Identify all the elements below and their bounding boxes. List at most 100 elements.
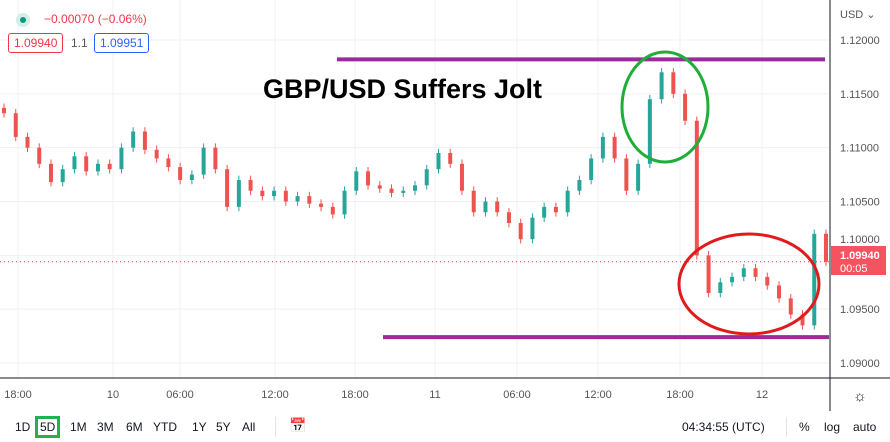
range-3m[interactable]: 3M — [97, 420, 114, 434]
candle-body — [413, 185, 417, 191]
last-price-value: 1.09940 — [840, 250, 880, 262]
candle-body — [706, 255, 711, 294]
candle-body — [95, 163, 100, 172]
y-tick-label: 1.09000 — [840, 358, 880, 370]
candle-body — [260, 190, 265, 197]
candle-body — [131, 131, 136, 148]
candle-body — [307, 196, 312, 204]
candle-body — [119, 147, 124, 170]
candle-body — [589, 158, 594, 180]
candle-body — [319, 203, 324, 207]
candle-body — [600, 136, 605, 159]
auto-toggle[interactable]: auto — [853, 420, 877, 434]
candle-body — [788, 298, 793, 315]
x-tick-label: 18:00 — [4, 389, 32, 401]
candle-body — [236, 179, 241, 207]
candle-body — [366, 171, 371, 186]
candle-body — [471, 190, 476, 213]
candle-body — [283, 190, 288, 202]
candle-body — [800, 314, 805, 326]
candle-body — [13, 113, 18, 137]
price-chart[interactable]: 1.12000 1.11500 1.11000 1.10500 1.10000 1.095… — [0, 0, 890, 411]
candle-body — [694, 120, 699, 256]
divider — [275, 417, 276, 437]
y-tick-label: 1.09500 — [840, 304, 880, 316]
candle-body — [154, 149, 159, 159]
candle-body — [436, 153, 441, 170]
candle-body — [72, 156, 77, 170]
x-tick-label: 06:00 — [503, 389, 531, 401]
settings-gear-icon[interactable]: ☼ — [853, 388, 867, 405]
bar-countdown: 00:05 — [840, 263, 868, 275]
candle-body — [636, 163, 641, 191]
range-1y[interactable]: 1Y — [192, 420, 207, 434]
x-tick-label: 06:00 — [166, 389, 194, 401]
candle-body — [213, 147, 218, 170]
candle-body — [2, 107, 6, 114]
candle-body — [518, 223, 523, 240]
candle-body — [37, 147, 42, 164]
candle-body — [330, 206, 335, 215]
candle-body — [565, 190, 570, 213]
range-5y[interactable]: 5Y — [216, 420, 231, 434]
candle-body — [272, 190, 277, 197]
range-1m[interactable]: 1M — [70, 420, 87, 434]
candle-body — [577, 179, 582, 191]
candle-body — [389, 188, 394, 193]
candle-body — [248, 179, 253, 191]
x-tick-label: 11 — [429, 389, 440, 401]
candle-body — [142, 131, 147, 150]
range-5d[interactable]: 5D — [35, 416, 61, 438]
range-6m[interactable]: 6M — [126, 420, 143, 434]
buy-price-button[interactable]: 1.09951 — [94, 33, 150, 53]
range-1d[interactable]: 1D — [15, 420, 31, 434]
y-tick-label: 1.11500 — [840, 89, 879, 101]
candle-body — [424, 169, 429, 186]
drop-highlight-circle — [677, 232, 821, 336]
range-all[interactable]: All — [242, 420, 256, 434]
x-tick-label: 10 — [107, 389, 119, 401]
sell-price-button[interactable]: 1.09940 — [8, 33, 64, 53]
candle-body — [201, 147, 206, 175]
candle-body — [718, 282, 723, 294]
divider — [786, 417, 787, 437]
market-status-icon — [16, 13, 30, 27]
bottom-toolbar: 1D 5D 1M 3M 6M YTD 1Y 5Y All 📅 04:34:55 … — [0, 411, 890, 442]
x-tick-label: 12 — [756, 389, 768, 401]
candle-body — [542, 206, 547, 218]
candle-body — [671, 72, 676, 94]
candle-body — [765, 276, 770, 286]
y-tick-label: 1.10000 — [840, 234, 880, 246]
candle-body — [377, 185, 382, 189]
candle-body — [612, 136, 617, 159]
go-to-date-icon[interactable]: 📅 — [289, 417, 307, 433]
y-tick-label: 1.11000 — [840, 143, 879, 155]
candle-body — [777, 285, 782, 299]
spread-value: 1.1 — [71, 34, 88, 52]
log-toggle[interactable]: log — [824, 420, 841, 434]
percent-toggle[interactable]: % — [799, 420, 810, 434]
candle-body — [812, 233, 817, 326]
candle-body — [342, 190, 347, 215]
candle-body — [495, 201, 500, 213]
y-tick-label: 1.12000 — [840, 35, 880, 47]
candle-body — [824, 233, 828, 262]
candle-body — [84, 156, 89, 172]
x-tick-label: 18:00 — [341, 389, 369, 401]
last-price-label: 1.09940 00:05 — [831, 246, 886, 275]
currency-selector[interactable]: USD ⌄ — [840, 9, 876, 21]
candle-body — [683, 93, 688, 121]
x-tick-label: 18:00 — [666, 389, 694, 401]
candle-body — [354, 171, 359, 191]
candle-body — [448, 153, 453, 164]
candle-body — [753, 268, 758, 277]
candle-body — [189, 174, 194, 180]
x-tick-label: 12:00 — [584, 389, 612, 401]
candle-body — [741, 268, 746, 277]
candle-body — [506, 212, 511, 224]
range-ytd[interactable]: YTD — [153, 420, 177, 434]
clock[interactable]: 04:34:55 (UTC) — [682, 420, 765, 434]
candle-body — [60, 169, 65, 183]
candle-body — [48, 163, 53, 183]
candle-body — [225, 169, 230, 207]
